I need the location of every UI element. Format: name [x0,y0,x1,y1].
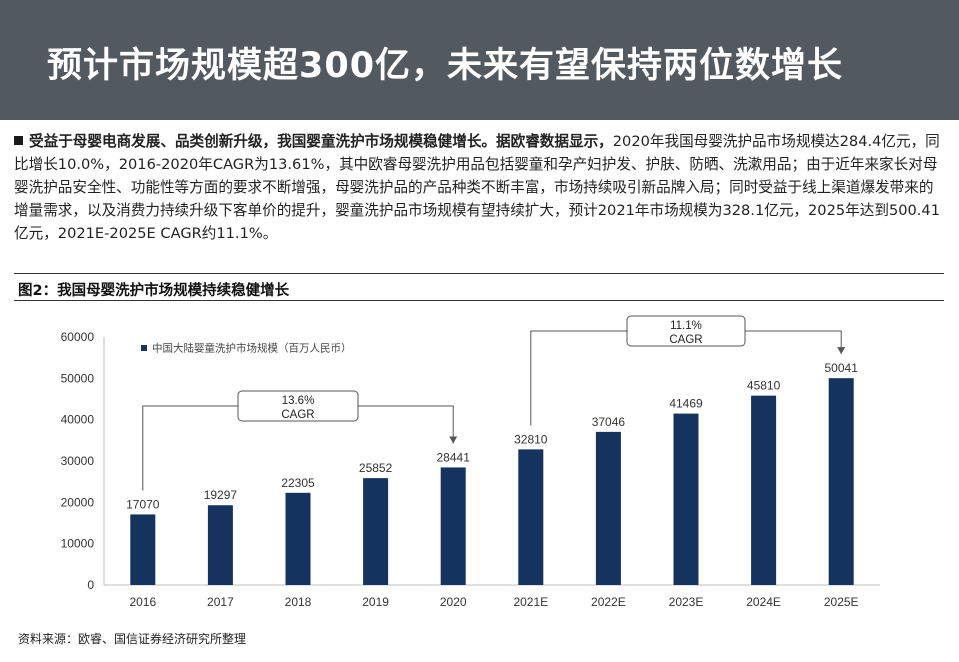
y-tick-label: 60000 [61,330,95,344]
bar-value-label: 22305 [281,476,315,490]
x-tick-label: 2019 [362,595,389,609]
cagr-box [626,315,746,347]
figure-title-rule [14,300,944,301]
x-tick-label: 2018 [285,595,312,609]
bar-2017 [207,505,233,585]
cagr-rate: 13.6% [282,395,315,407]
bar-2020 [440,467,466,585]
bar-value-label: 25852 [359,461,393,475]
bar-2024E [751,395,777,585]
figure-title: 图2：我国母婴洗护市场规模持续稳健增长 [18,283,290,299]
source-note: 资料来源：欧睿、国信证券经济研究所整理 [18,632,247,646]
cagr-bracket-right [358,405,454,444]
x-tick-label: 2025E [824,595,859,609]
cagr-rate: 11.1% [670,320,702,332]
bullet-square-icon [14,136,23,145]
x-tick-label: 2016 [129,595,156,609]
header-banner: 预计市场规模超300亿，未来有望保持两位数增长 [0,0,959,120]
page-title: 预计市场规模超300亿，未来有望保持两位数增长 [47,46,844,86]
y-tick-label: 50000 [61,371,95,385]
x-tick-label: 2022E [591,595,626,609]
x-tick-label: 2017 [207,595,234,609]
bar-chart: 0 10000 20000 30000 40000 50000 60000 2016 2017 2… [61,315,880,609]
y-tick-label: 10000 [61,537,95,551]
bar-2016 [130,514,156,585]
summary-body: 2020年我国母婴洗护品市场规模达284.4亿元，同比增长10.0%，2016-… [14,133,941,242]
cagr-bracket-left [142,405,238,491]
x-tick-label: 2023E [669,595,704,609]
summary-paragraph: 受益于母婴电商发展、品类创新升级，我国婴童洗护市场规模稳健增长。据欧睿数据显示，… [14,130,944,245]
x-tick-label: 2024E [746,595,781,609]
bar-value-label: 50041 [825,361,859,375]
bar-2021E [518,449,544,585]
bar-value-label: 28441 [437,450,471,464]
bar-value-label: 37046 [592,415,626,429]
y-tick-label: 30000 [61,454,95,468]
figure-top-rule [14,273,944,274]
bar-2023E [673,413,699,585]
bar-value-label: 41469 [669,397,703,411]
cagr-box [237,390,359,422]
bar-2019 [363,478,389,585]
arrowhead-icon [837,347,846,355]
bar-value-label: 45810 [747,379,781,393]
bar-2022E [595,431,621,585]
bar-value-label: 32810 [514,432,548,446]
cagr-label: CAGR [281,409,314,421]
legend-swatch [141,345,147,351]
y-tick-label: 0 [87,578,94,592]
x-tick-label: 2021E [513,595,548,609]
x-tick-label: 2020 [440,595,467,609]
bar-2018 [285,492,311,585]
summary-lead: 受益于母婴电商发展、品类创新升级，我国婴童洗护市场规模稳健增长。据欧睿数据显示， [29,133,613,150]
cagr-bracket-left [530,330,627,426]
cagr-label: CAGR [669,334,702,346]
bar-value-label: 19297 [204,488,238,502]
cagr-bracket-right [745,330,842,355]
bar-2025E [828,378,854,585]
bar-value-label: 17070 [126,497,160,511]
y-tick-label: 20000 [61,495,95,509]
arrowhead-icon [449,436,458,444]
legend-label: 中国大陆婴童洗护市场规模（百万人民币） [152,342,352,355]
y-tick-label: 40000 [61,413,95,427]
